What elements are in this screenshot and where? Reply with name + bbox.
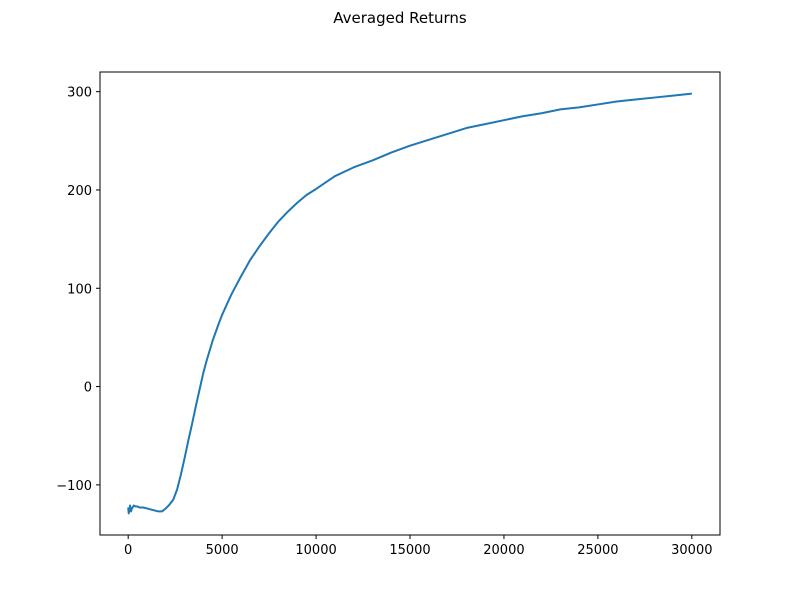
y-tick-label: 300 xyxy=(67,86,92,101)
x-tick-label: 15000 xyxy=(389,543,430,558)
x-tick-label: 20000 xyxy=(483,543,524,558)
x-tick-label: 25000 xyxy=(577,543,618,558)
axes-frame xyxy=(99,71,721,536)
y-tick-label: 0 xyxy=(84,381,92,396)
chart-title: Averaged Returns xyxy=(333,9,467,27)
y-tick-label: 100 xyxy=(67,282,92,297)
x-tick-label: 10000 xyxy=(295,543,336,558)
axes-layer: 0 5000 10000 15000 20000 25000 30000 −100 0 100 20… xyxy=(56,71,721,558)
x-tick-label: 30000 xyxy=(671,543,712,558)
data-layer xyxy=(127,92,692,515)
series-line-0 xyxy=(127,92,692,515)
y-tick-label: −100 xyxy=(56,479,92,494)
x-tick-label: 5000 xyxy=(206,543,239,558)
x-tick-label: 0 xyxy=(124,543,132,558)
y-tick-label: 200 xyxy=(67,184,92,199)
